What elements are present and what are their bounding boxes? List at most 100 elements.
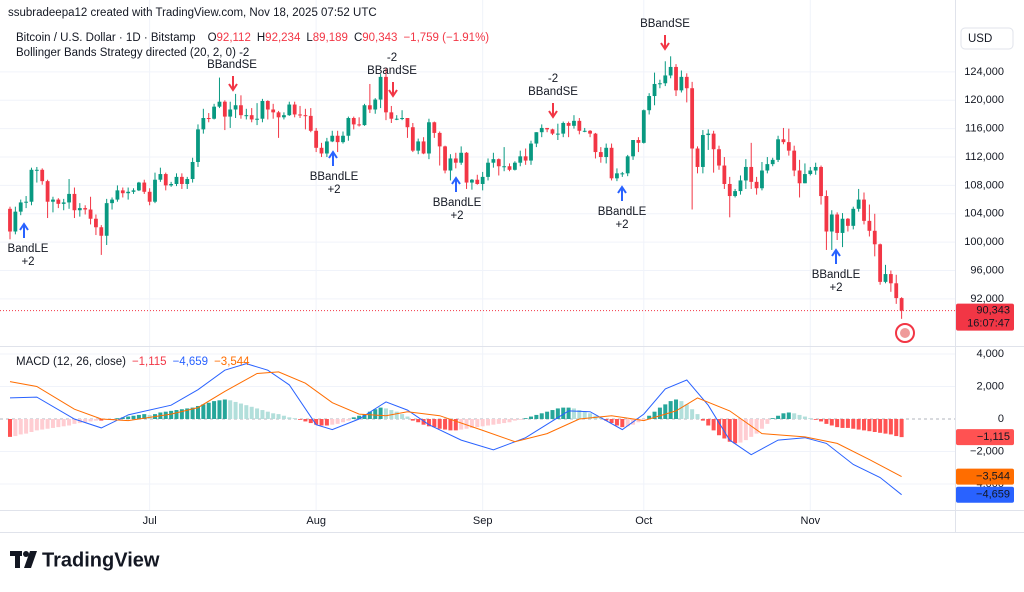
candle-body: [835, 214, 840, 233]
countdown: 16:07:47: [967, 318, 1010, 330]
histogram-bar: [690, 409, 695, 419]
currency[interactable]: USD: [968, 33, 992, 45]
candle-body: [99, 227, 104, 236]
histogram-bar: [319, 418, 324, 426]
histogram-bar: [518, 418, 523, 420]
candle-body: [658, 83, 662, 85]
candle-body: [475, 179, 480, 184]
histogram-bar: [647, 415, 652, 419]
candle-body: [67, 193, 71, 203]
histogram-bar: [588, 413, 593, 419]
candle-body: [738, 180, 743, 192]
candle-body: [18, 202, 23, 212]
histogram-bar: [555, 408, 560, 419]
candle-body: [427, 122, 431, 154]
histogram-bar: [464, 418, 469, 429]
histogram-bar: [754, 418, 759, 434]
candle-body: [674, 66, 678, 91]
candle-body: [894, 283, 899, 299]
histogram-bar: [217, 400, 222, 419]
candle-body: [502, 166, 507, 168]
histogram-bar: [641, 418, 646, 420]
histogram-bar: [383, 408, 388, 419]
histogram-bar: [523, 418, 528, 419]
candle-body: [126, 191, 131, 194]
histogram-bar: [786, 412, 791, 419]
signal-label: BBandSE: [640, 18, 690, 30]
histogram-bar: [260, 410, 265, 419]
histogram-bar: [486, 418, 491, 426]
candle-body: [212, 106, 216, 119]
candle-body: [222, 101, 227, 117]
y-tick-label: 108,000: [964, 179, 1004, 191]
histogram-bar: [56, 418, 61, 428]
candle-body: [282, 115, 286, 118]
candle-body: [507, 166, 512, 170]
candle-body: [824, 196, 829, 232]
histogram-bar: [888, 418, 893, 435]
candle-body: [711, 133, 716, 150]
candle-body: [512, 162, 517, 170]
currency-button[interactable]: [960, 27, 1014, 50]
candle-body: [883, 274, 888, 282]
histogram-bar: [609, 418, 614, 424]
ohlc-key: C: [354, 32, 362, 44]
histogram-bar: [142, 414, 147, 419]
histogram-bar: [410, 418, 415, 421]
signal-qty: +2: [327, 184, 340, 196]
candle-body: [899, 298, 904, 311]
histogram-bar: [169, 410, 174, 419]
change: −1,759 (−1.91%): [403, 32, 489, 44]
histogram-bar: [604, 418, 609, 421]
histogram-bar: [292, 418, 297, 419]
histogram-bar: [770, 418, 775, 419]
ohlc-key: H: [257, 32, 265, 44]
candle-body: [142, 182, 147, 192]
candle-body: [389, 112, 394, 119]
candle-body: [550, 129, 555, 134]
histogram-bar: [700, 418, 705, 421]
histogram-bar: [426, 418, 431, 427]
last-price-label: 90,343: [976, 305, 1010, 317]
histogram-bar: [179, 409, 184, 419]
candle-body: [631, 140, 635, 157]
histogram-bar: [733, 418, 738, 444]
candle-body: [367, 105, 372, 110]
candle-body: [534, 132, 539, 144]
signal-arrow-head: [617, 185, 627, 194]
candle-body: [840, 218, 845, 233]
candle-body: [727, 183, 732, 197]
candle-body: [437, 132, 442, 147]
candle-body: [572, 120, 576, 126]
histogram-bar: [362, 414, 367, 419]
candle-body: [405, 118, 410, 128]
candle-body: [636, 140, 641, 143]
histogram-bar: [29, 418, 34, 432]
y-tick-label: −2,000: [970, 445, 1004, 457]
signal-label: BBandLE: [812, 269, 861, 281]
signal-qty: +2: [450, 210, 463, 222]
histogram-bar: [126, 416, 131, 419]
candle-body: [373, 99, 378, 110]
signal-arrow-head: [228, 83, 238, 92]
hist-legend-value: −1,115: [132, 356, 167, 368]
candle-body: [185, 179, 190, 184]
value-box-label: −3,544: [976, 470, 1010, 482]
candle-body: [582, 130, 587, 132]
marks: Jul Aug Sep Oct Nov 92,000 96,000 100,000 104,00…: [0, 18, 1014, 527]
histogram-bar: [453, 418, 458, 431]
candle-body: [163, 174, 168, 186]
candle-body: [593, 133, 598, 153]
ohlc-key: L: [306, 32, 313, 44]
candle-body: [104, 203, 109, 236]
candle-body: [496, 159, 501, 167]
signal-label: BBandLE: [310, 171, 359, 183]
candle-body: [856, 199, 861, 209]
candle-body: [529, 143, 533, 161]
candle-body: [700, 135, 705, 167]
histogram-bar: [636, 418, 641, 423]
candle-body: [459, 152, 464, 163]
signal-arrow-head: [19, 222, 29, 231]
macd-line: [9, 371, 902, 478]
histogram-bar: [625, 418, 630, 427]
